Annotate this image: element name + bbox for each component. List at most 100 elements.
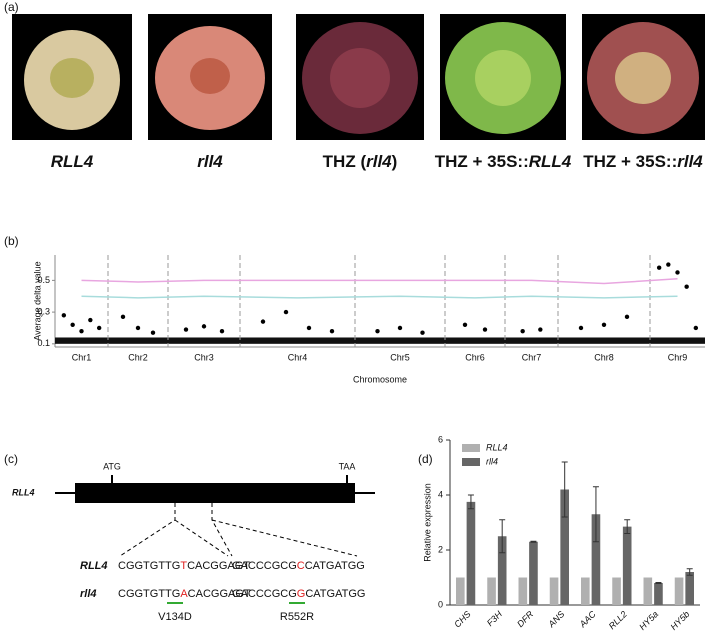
caption-part: THZ ( — [323, 152, 367, 171]
panel-d: (d) 0 2 4 6 Relative expression CHS F3H DFR ANS AA… — [418, 434, 700, 632]
x-tick-label: Chr2 — [128, 352, 148, 362]
caption: THZ + 35S::rll4 — [583, 152, 703, 171]
x-tick-label: RLL2 — [607, 609, 629, 631]
sequence-part: T — [180, 560, 187, 572]
sequence-part: CATGATGG — [305, 588, 365, 600]
row-name: rll4 — [80, 588, 97, 600]
sequence-part: GACCCGCG — [232, 560, 297, 572]
point — [150, 330, 156, 335]
point — [601, 322, 607, 327]
sequence-part: CACGGAGT — [188, 588, 251, 600]
point — [656, 265, 662, 270]
bar — [581, 577, 590, 605]
point — [578, 325, 584, 331]
bar — [456, 577, 465, 605]
panel-label: (b) — [4, 234, 19, 248]
x-tick-label: ANS — [546, 609, 567, 630]
error-bar — [530, 540, 537, 543]
point — [219, 328, 225, 334]
photos — [12, 14, 705, 140]
start-codon: ATG — [103, 461, 121, 471]
x-tick-label: AAC — [577, 609, 598, 630]
error-bar — [624, 519, 631, 534]
x-tick-label: Chr5 — [390, 352, 410, 362]
bar — [591, 514, 601, 605]
x-axis-label: Chromosome — [353, 374, 407, 384]
caption-part: RLL4 — [51, 152, 94, 171]
sequence-part: G — [297, 588, 306, 600]
caption: RLL4 — [51, 152, 94, 171]
x-tick-label: Chr1 — [72, 352, 92, 362]
point — [70, 322, 75, 327]
x-tick-label: Chr4 — [288, 352, 308, 362]
point — [260, 319, 266, 324]
error-bar — [655, 581, 662, 585]
point — [135, 325, 141, 331]
error-bar — [686, 568, 693, 576]
point — [462, 322, 468, 327]
line — [81, 278, 678, 285]
caption: THZ + 35S::RLL4 — [435, 152, 572, 171]
point — [201, 324, 207, 329]
x-tick-label: Chr8 — [594, 352, 614, 362]
bar — [518, 577, 528, 605]
caption: rll4 — [197, 152, 223, 171]
caption-part: ) — [392, 152, 398, 171]
y-tick-label: 6 — [438, 434, 443, 444]
point — [306, 325, 312, 331]
sequence-part: CGGTGTTG — [118, 588, 180, 600]
y-axis-label: Average delta value — [32, 261, 42, 340]
point — [482, 327, 488, 332]
point — [538, 327, 543, 332]
y-tick-label: 0 — [438, 599, 443, 609]
bar — [497, 536, 507, 605]
bar — [466, 501, 476, 605]
stop-codon: TAA — [339, 461, 356, 471]
captions: RLL4 rll4 THZ (rll4) THZ + 35S::RLL4 THZ + 3… — [51, 152, 704, 171]
point — [675, 270, 680, 275]
point — [283, 309, 289, 315]
legend-swatch — [462, 458, 480, 466]
bar — [487, 577, 496, 605]
bar — [643, 577, 653, 605]
point — [666, 262, 671, 267]
caption-part: rll4 — [197, 152, 223, 171]
x-tick-label: HY5a — [637, 609, 660, 632]
bar — [622, 526, 632, 605]
legend-swatch — [462, 444, 480, 452]
caption-part: rll4 — [366, 152, 392, 171]
sequence-part: A — [180, 588, 188, 600]
bar — [549, 577, 559, 605]
point — [624, 314, 630, 320]
y-tick-label: 0.1 — [37, 338, 50, 348]
point — [375, 328, 380, 334]
y-tick-label: 0.3 — [37, 306, 50, 316]
point — [120, 314, 126, 320]
mutation: V134D — [158, 611, 192, 623]
point — [420, 330, 425, 335]
point — [684, 284, 689, 289]
caption-part: THZ + 35S:: — [435, 152, 529, 171]
point — [79, 328, 84, 334]
sequence-part: CACGGAGT — [187, 560, 250, 572]
bar — [685, 572, 694, 605]
baseline-points — [55, 337, 705, 344]
row-name: RLL4 — [80, 560, 108, 572]
point — [88, 317, 93, 323]
sequence: GACCCGCGCCATGATGG — [232, 560, 365, 572]
x-tick-label: Chr6 — [465, 352, 485, 362]
sequence: CGGTGTTGACACGGAGT — [118, 588, 251, 600]
caption-part: THZ + 35S:: — [583, 152, 677, 171]
point — [329, 328, 335, 334]
y-tick-label: 2 — [438, 544, 443, 554]
y-tick-label: 0.5 — [37, 275, 50, 285]
sequence-part: GACCCGCG — [232, 588, 297, 600]
mutation: R552R — [280, 611, 314, 623]
panel-label: (d) — [418, 452, 433, 466]
gene-body — [75, 483, 355, 503]
y-axis-label: Relative expression — [422, 483, 432, 562]
point — [693, 325, 699, 331]
error-bar — [561, 461, 568, 518]
bar — [654, 583, 663, 605]
